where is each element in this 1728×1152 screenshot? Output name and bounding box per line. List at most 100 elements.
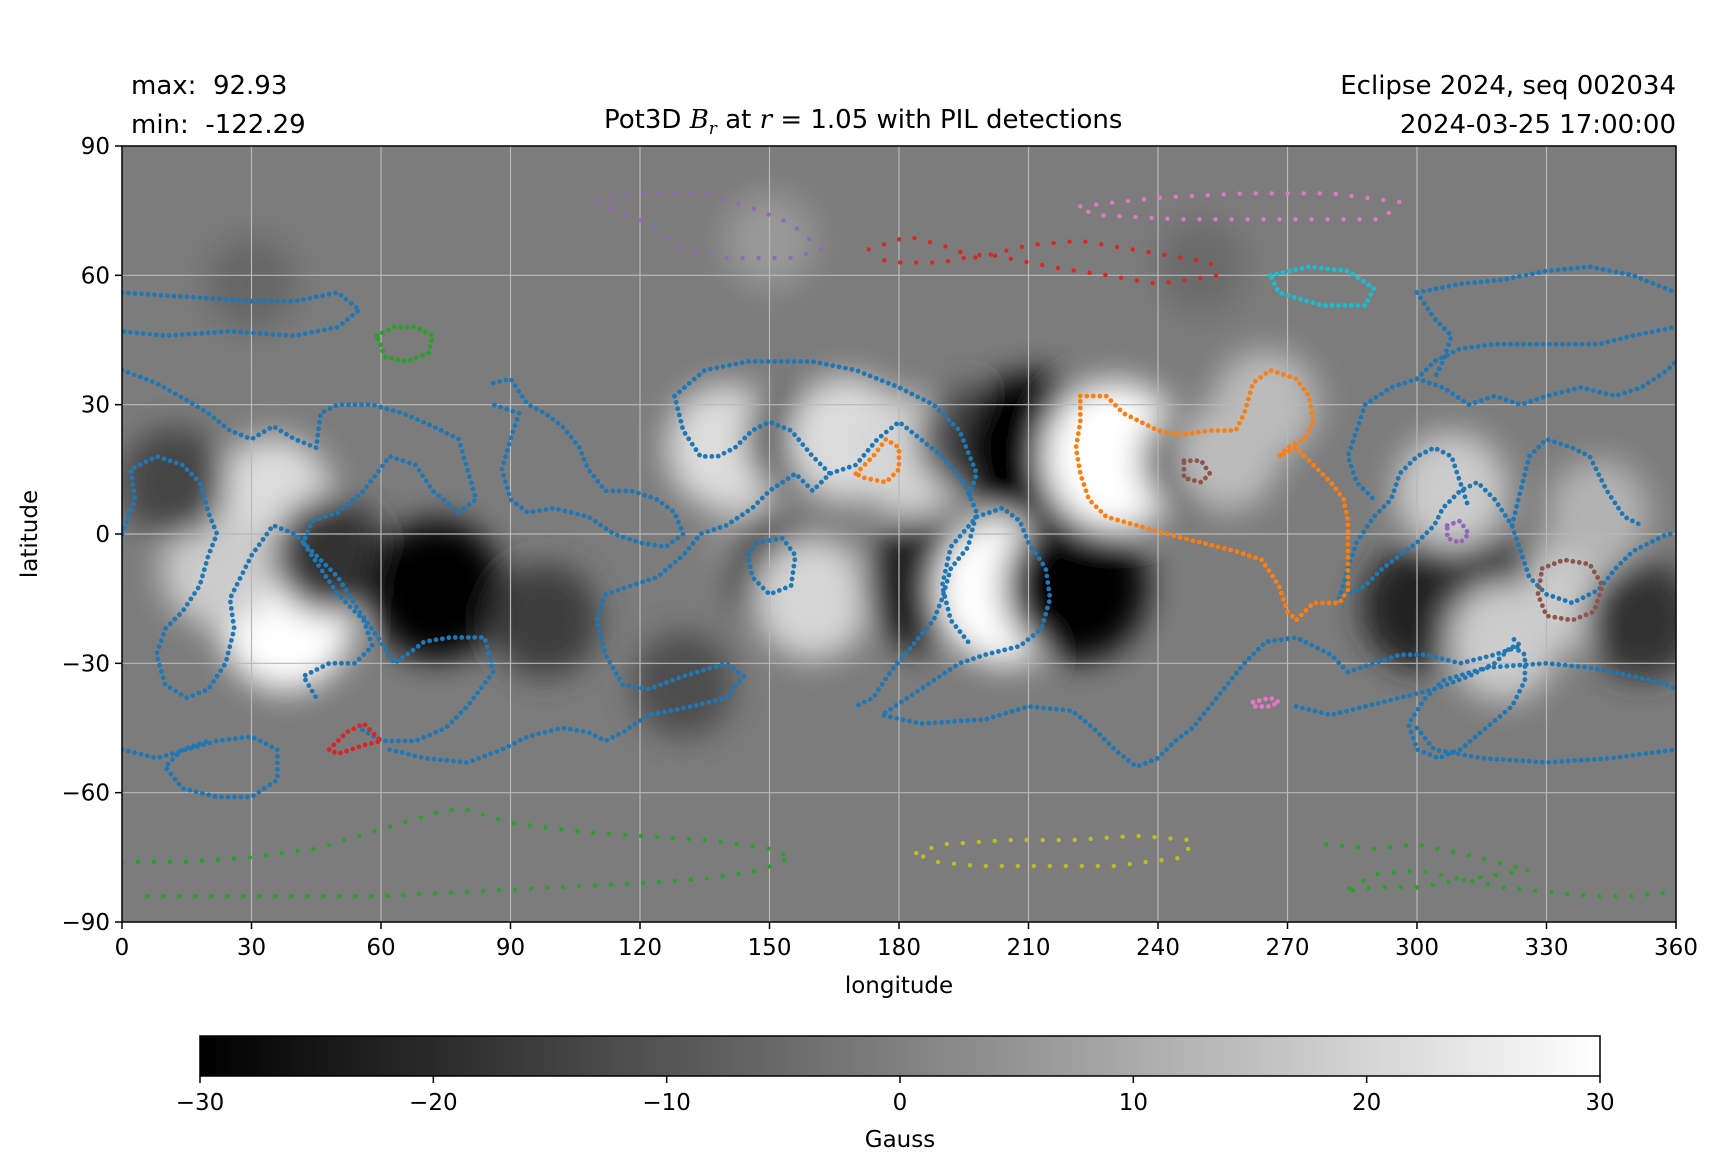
pil-point: [718, 840, 723, 845]
pil-point: [1081, 482, 1087, 487]
pil-point: [1533, 759, 1539, 765]
pil-point: [383, 738, 388, 744]
pil-point: [1462, 494, 1468, 500]
pil-point: [232, 794, 237, 800]
pil-point: [1356, 481, 1361, 487]
pil-point: [263, 741, 269, 747]
pil-point: [335, 737, 341, 743]
pil-point: [1237, 191, 1242, 196]
pil-point: [1419, 534, 1425, 540]
pil-point: [1008, 837, 1013, 843]
pil-point: [953, 538, 959, 544]
pil-point: [1287, 374, 1293, 380]
pil-point: [966, 523, 971, 529]
pil-point: [1205, 193, 1210, 198]
title-subscript: r: [708, 119, 717, 140]
title-radius-symbol: r: [759, 105, 773, 135]
pil-point: [1234, 549, 1240, 555]
pil-point: [1183, 730, 1189, 736]
pil-point: [331, 742, 337, 748]
pil-point: [921, 854, 926, 859]
pil-point: [161, 893, 166, 899]
pil-point: [126, 513, 132, 519]
pil-point: [482, 753, 488, 759]
pil-point: [1442, 326, 1447, 332]
pil-point: [953, 663, 958, 669]
pil-point: [1221, 546, 1227, 551]
pil-point: [1415, 539, 1421, 545]
pil-point: [1616, 392, 1621, 398]
pil-point: [1445, 657, 1451, 663]
pil-point: [791, 551, 797, 557]
pil-point: [1171, 533, 1177, 539]
pil-point: [1122, 411, 1128, 417]
pil-point: [627, 536, 633, 542]
event-label: Eclipse 2024, seq 002034: [1340, 71, 1676, 101]
pil-point: [1141, 197, 1147, 202]
pil-contour-27: [1250, 696, 1280, 709]
pil-point: [156, 644, 162, 650]
pil-point: [272, 425, 278, 430]
pil-point: [501, 460, 507, 466]
pil-point: [201, 493, 207, 499]
pil-point: [1234, 426, 1239, 432]
pil-contour-9: [881, 506, 1521, 769]
pil-point: [1077, 424, 1082, 430]
pil-point: [1398, 470, 1404, 475]
pil-point: [898, 699, 904, 705]
pil-point: [371, 731, 377, 737]
pil-point: [1306, 707, 1312, 712]
pil-point: [951, 861, 957, 866]
pil-point: [1495, 502, 1501, 508]
pil-point: [1444, 387, 1450, 393]
pil-point: [184, 397, 190, 403]
pil-point: [164, 766, 170, 772]
pil-point: [977, 654, 983, 660]
pil-point: [126, 290, 131, 296]
pil-point: [1145, 423, 1151, 429]
pil-point: [431, 756, 437, 762]
pil-point: [472, 492, 478, 498]
pil-contour-32: [122, 807, 787, 899]
pil-point: [417, 892, 422, 897]
pil-point: [805, 483, 810, 489]
pil-point: [177, 893, 182, 899]
pil-point: [1667, 365, 1673, 371]
pil-point: [1630, 518, 1635, 524]
pil-point: [438, 757, 443, 763]
pil-point: [245, 794, 250, 800]
pil-point: [1462, 345, 1468, 351]
pil-point: [621, 728, 627, 734]
pil-point: [1450, 391, 1456, 397]
pil-point: [740, 512, 745, 518]
pil-point: [949, 619, 955, 624]
pil-point: [279, 851, 284, 856]
colorbar-tick-label: −10: [642, 1090, 691, 1116]
pil-point: [944, 562, 950, 568]
pil-point: [200, 573, 205, 579]
pil-point: [1337, 491, 1343, 497]
pil-point: [1345, 555, 1351, 560]
pil-point: [1534, 396, 1540, 402]
pil-point: [610, 196, 615, 202]
pil-point: [482, 638, 488, 643]
pil-point: [1412, 741, 1418, 747]
pil-point: [236, 297, 242, 303]
pil-point: [655, 710, 661, 716]
pil-point: [1531, 449, 1537, 454]
pil-point: [734, 842, 739, 847]
pil-point: [620, 682, 626, 688]
pil-point: [239, 735, 245, 741]
pil-point: [343, 296, 349, 302]
pil-point: [1077, 715, 1083, 720]
pil-point: [1412, 456, 1418, 462]
pil-point: [1447, 676, 1453, 681]
pil-point: [641, 191, 647, 196]
x-tick-label: 300: [1395, 935, 1439, 961]
pil-point: [1472, 668, 1478, 674]
pil-point: [1448, 336, 1453, 341]
pil-point: [1193, 257, 1199, 263]
pil-point: [867, 696, 873, 702]
pil-point: [301, 541, 307, 547]
pil-point: [1656, 283, 1662, 289]
